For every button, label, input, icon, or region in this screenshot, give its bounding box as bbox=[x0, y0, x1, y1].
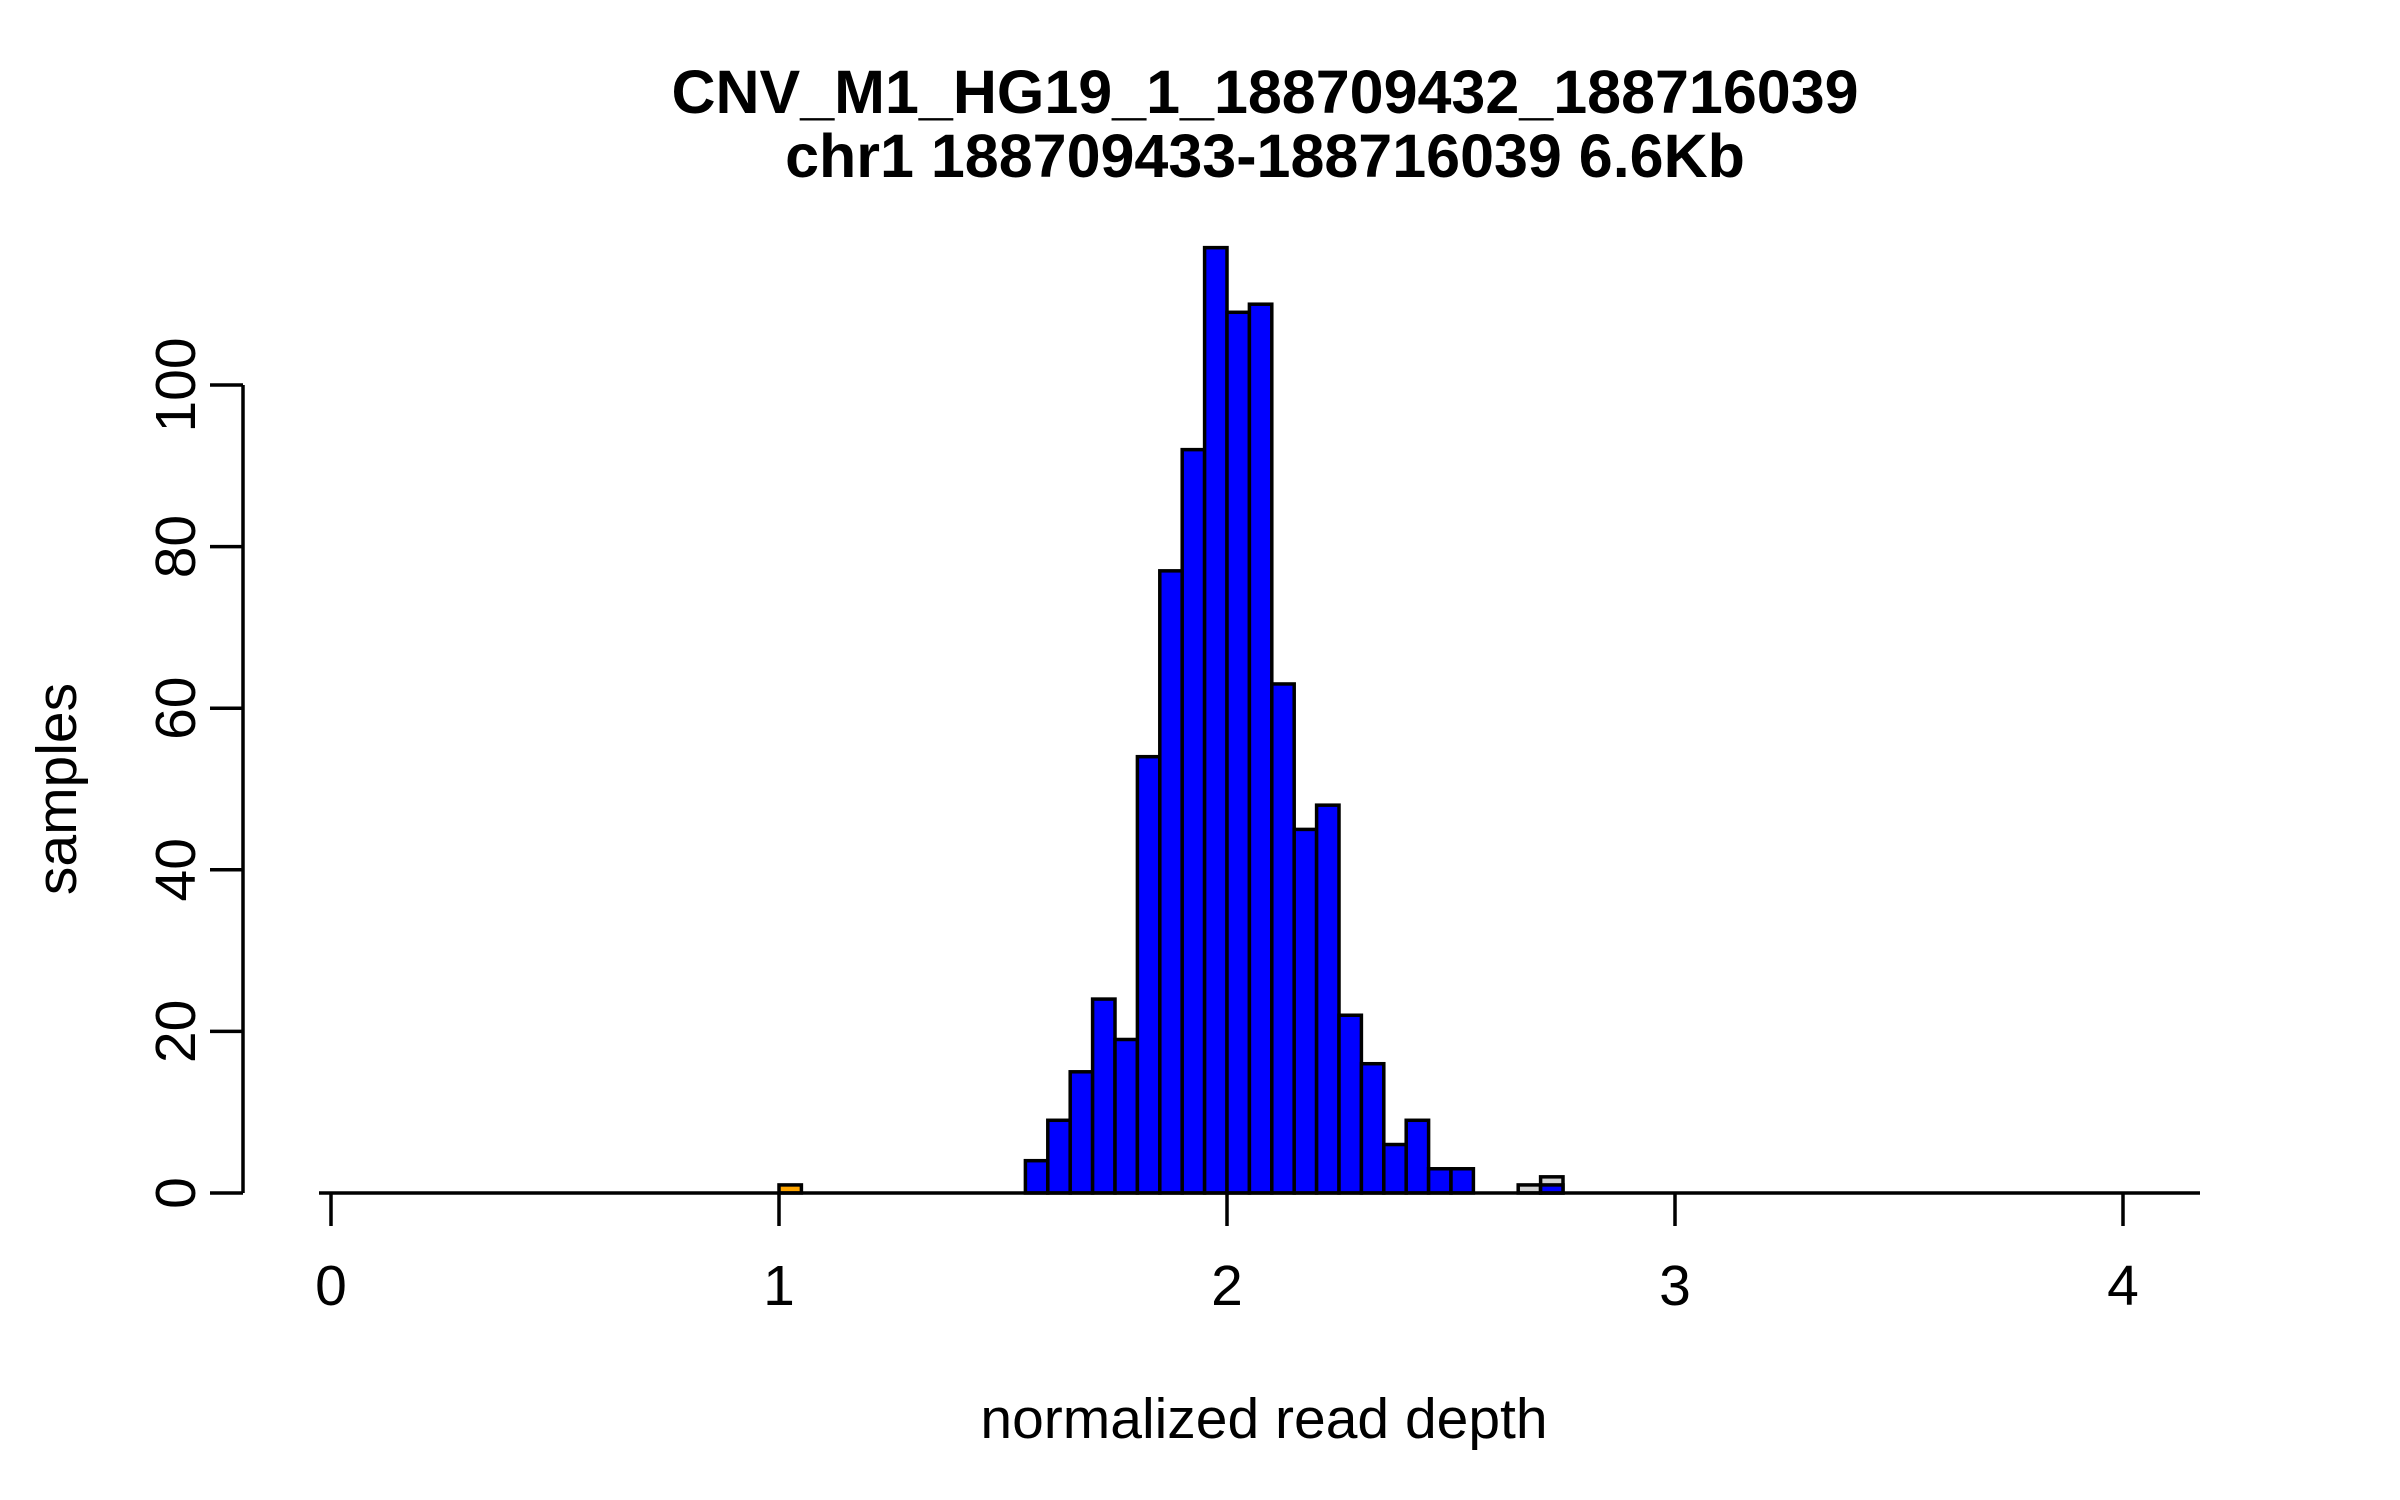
histogram-bar bbox=[1113, 1037, 1140, 1195]
histogram-bar bbox=[1158, 569, 1184, 1195]
histogram-bar bbox=[1135, 754, 1162, 1195]
y-tick-label: 0 bbox=[144, 1177, 208, 1209]
histogram-bar bbox=[1449, 1167, 1476, 1195]
x-tick-label: 2 bbox=[1211, 1254, 1243, 1318]
histogram-bar bbox=[1292, 827, 1319, 1195]
histogram-bar bbox=[1426, 1167, 1453, 1195]
x-axis-label: normalized read depth bbox=[980, 1387, 1547, 1451]
x-tick-label: 4 bbox=[2107, 1254, 2139, 1318]
histogram-bar bbox=[1046, 1118, 1072, 1195]
x-tick-label: 1 bbox=[763, 1254, 795, 1318]
y-tick-label: 40 bbox=[144, 838, 208, 901]
histogram-bar bbox=[1247, 302, 1274, 1195]
x-tick-label: 3 bbox=[1659, 1254, 1691, 1318]
histogram-bar bbox=[1023, 1158, 1050, 1195]
y-tick-label: 100 bbox=[144, 337, 208, 432]
chart-title-line2: chr1 188709433-188716039 6.6Kb bbox=[785, 122, 1745, 190]
histogram-bar bbox=[1068, 1070, 1095, 1195]
histogram-bar bbox=[1270, 682, 1296, 1195]
y-tick-label: 20 bbox=[144, 1000, 208, 1063]
histogram-bar bbox=[1180, 447, 1207, 1195]
histogram-bar bbox=[1359, 1061, 1386, 1195]
histogram-bar bbox=[1314, 803, 1341, 1195]
histogram-bar bbox=[1337, 1013, 1364, 1195]
y-tick-label: 60 bbox=[144, 676, 208, 739]
histogram-bar bbox=[1202, 245, 1229, 1195]
histogram-bar bbox=[1090, 997, 1117, 1195]
x-tick-label: 0 bbox=[315, 1254, 347, 1318]
histogram-bar bbox=[1225, 310, 1252, 1195]
bars-layer bbox=[777, 245, 1565, 1195]
histogram-bar bbox=[1404, 1118, 1431, 1195]
histogram-bar bbox=[1382, 1142, 1408, 1195]
y-axis-label: samples bbox=[25, 683, 89, 895]
chart-title-line1: CNV_M1_HG19_1_188709432_188716039 bbox=[671, 58, 1858, 126]
y-tick-label: 80 bbox=[144, 515, 208, 578]
